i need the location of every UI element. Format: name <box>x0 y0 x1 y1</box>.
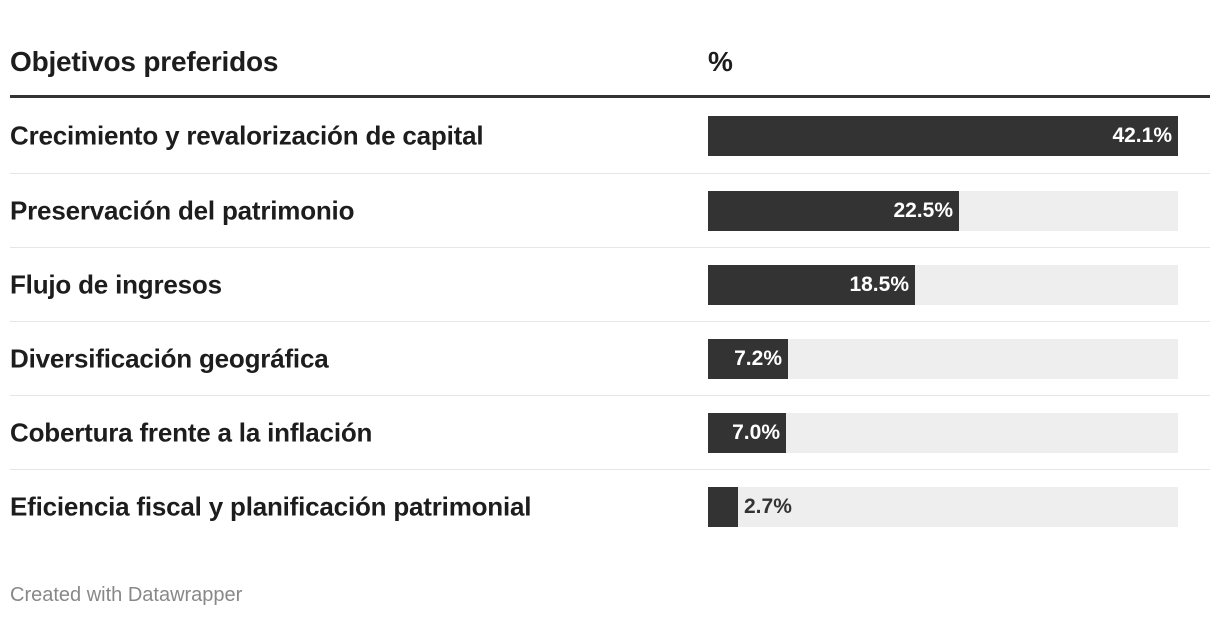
bar <box>708 487 738 527</box>
bar <box>708 115 1178 156</box>
row-label: Crecimiento y revalorización de capital <box>10 120 484 150</box>
bar-track: 7.0% <box>708 412 1178 453</box>
bar <box>708 412 786 453</box>
bar-track: 42.1% <box>708 115 1178 156</box>
bar-track: 2.7% <box>708 487 1178 527</box>
value-label: 18.5% <box>849 272 909 296</box>
bar-track: 7.2% <box>708 338 1178 379</box>
table-row: Flujo de ingresos 18.5% <box>10 248 1210 322</box>
value-label: 2.7% <box>744 495 792 518</box>
row-label: Eficiencia fiscal y planificación patrim… <box>10 491 532 522</box>
row-label: Cobertura frente a la inflación <box>10 417 373 447</box>
table-row: Cobertura frente a la inflación 7.0% <box>10 396 1210 470</box>
table-rows: Crecimiento y revalorización de capital 4… <box>10 98 1210 544</box>
row-label: Diversificación geográfica <box>10 343 329 373</box>
row-label: Preservación del patrimonio <box>10 195 355 225</box>
row-label: Flujo de ingresos <box>10 269 222 299</box>
value-label: 7.0% <box>732 420 780 444</box>
bar <box>708 338 788 379</box>
bar <box>708 190 959 231</box>
bar-track: 18.5% <box>708 264 1178 305</box>
bar <box>708 264 915 305</box>
label-column-header: Objetivos preferidos <box>10 46 279 77</box>
value-label: 7.2% <box>734 346 782 370</box>
datawrapper-credit: Created with Datawrapper <box>10 584 243 606</box>
table-row: Preservación del patrimonio 22.5% <box>10 174 1210 248</box>
table-row: Eficiencia fiscal y planificación patrim… <box>10 470 1210 544</box>
table-row: Diversificación geográfica 7.2% <box>10 322 1210 396</box>
table-row: Crecimiento y revalorización de capital 4… <box>10 98 1210 174</box>
bar-track: 22.5% <box>708 190 1178 231</box>
bar-table: Objetivos preferidos % Crecimiento y rev… <box>10 0 1210 544</box>
value-label: 42.1% <box>1112 123 1172 147</box>
table-header: Objetivos preferidos % <box>10 0 1210 98</box>
value-column-header: % <box>708 46 733 77</box>
value-label: 22.5% <box>893 198 953 222</box>
